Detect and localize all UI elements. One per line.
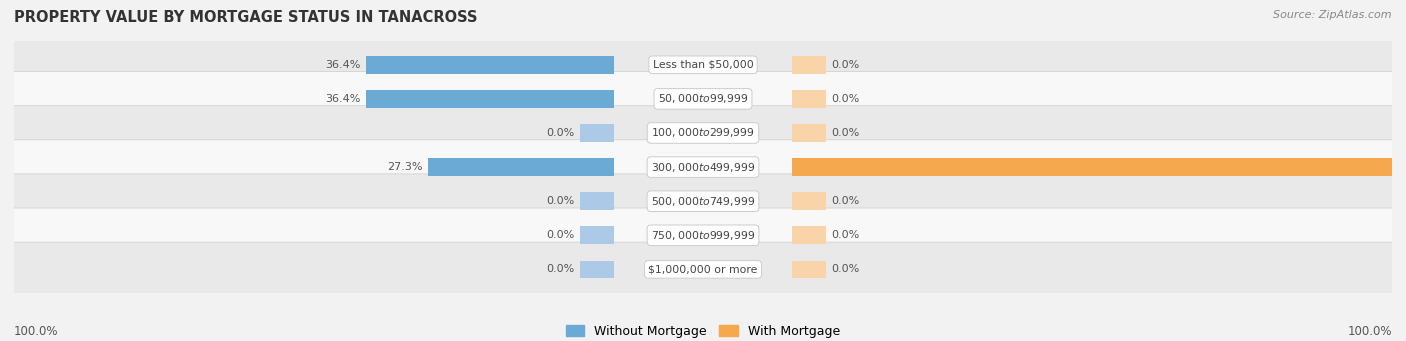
Bar bbox=[366, 90, 614, 108]
Text: 100.0%: 100.0% bbox=[14, 325, 59, 338]
Text: 0.0%: 0.0% bbox=[831, 264, 859, 275]
Text: 0.0%: 0.0% bbox=[831, 94, 859, 104]
Legend: Without Mortgage, With Mortgage: Without Mortgage, With Mortgage bbox=[561, 320, 845, 341]
Bar bbox=[792, 158, 1406, 176]
Text: 0.0%: 0.0% bbox=[831, 230, 859, 240]
Text: 0.0%: 0.0% bbox=[547, 196, 575, 206]
Text: 0.0%: 0.0% bbox=[831, 128, 859, 138]
Text: 0.0%: 0.0% bbox=[547, 264, 575, 275]
FancyBboxPatch shape bbox=[13, 106, 1393, 160]
Bar bbox=[366, 56, 614, 74]
Text: Less than $50,000: Less than $50,000 bbox=[652, 60, 754, 70]
Text: 0.0%: 0.0% bbox=[547, 230, 575, 240]
Text: 100.0%: 100.0% bbox=[1347, 325, 1392, 338]
Text: 0.0%: 0.0% bbox=[547, 128, 575, 138]
FancyBboxPatch shape bbox=[13, 72, 1393, 126]
FancyBboxPatch shape bbox=[13, 242, 1393, 297]
FancyBboxPatch shape bbox=[13, 38, 1393, 92]
FancyBboxPatch shape bbox=[13, 174, 1393, 228]
Bar bbox=[792, 56, 825, 74]
FancyBboxPatch shape bbox=[13, 208, 1393, 263]
Bar bbox=[581, 261, 614, 278]
Bar bbox=[792, 192, 825, 210]
Text: $100,000 to $299,999: $100,000 to $299,999 bbox=[651, 127, 755, 139]
Bar bbox=[581, 192, 614, 210]
Bar bbox=[581, 124, 614, 142]
Bar bbox=[792, 226, 825, 244]
Bar bbox=[581, 226, 614, 244]
Text: $750,000 to $999,999: $750,000 to $999,999 bbox=[651, 229, 755, 242]
Text: $50,000 to $99,999: $50,000 to $99,999 bbox=[658, 92, 748, 105]
Text: $500,000 to $749,999: $500,000 to $749,999 bbox=[651, 195, 755, 208]
Bar bbox=[792, 261, 825, 278]
Bar bbox=[792, 124, 825, 142]
Bar bbox=[792, 90, 825, 108]
Text: $300,000 to $499,999: $300,000 to $499,999 bbox=[651, 161, 755, 174]
FancyBboxPatch shape bbox=[13, 140, 1393, 194]
Text: 36.4%: 36.4% bbox=[325, 60, 360, 70]
Text: Source: ZipAtlas.com: Source: ZipAtlas.com bbox=[1274, 10, 1392, 20]
Text: 0.0%: 0.0% bbox=[831, 60, 859, 70]
Text: $1,000,000 or more: $1,000,000 or more bbox=[648, 264, 758, 275]
Bar bbox=[427, 158, 614, 176]
Text: 36.4%: 36.4% bbox=[325, 94, 360, 104]
Text: 0.0%: 0.0% bbox=[831, 196, 859, 206]
Text: 27.3%: 27.3% bbox=[387, 162, 423, 172]
Text: PROPERTY VALUE BY MORTGAGE STATUS IN TANACROSS: PROPERTY VALUE BY MORTGAGE STATUS IN TAN… bbox=[14, 10, 478, 25]
